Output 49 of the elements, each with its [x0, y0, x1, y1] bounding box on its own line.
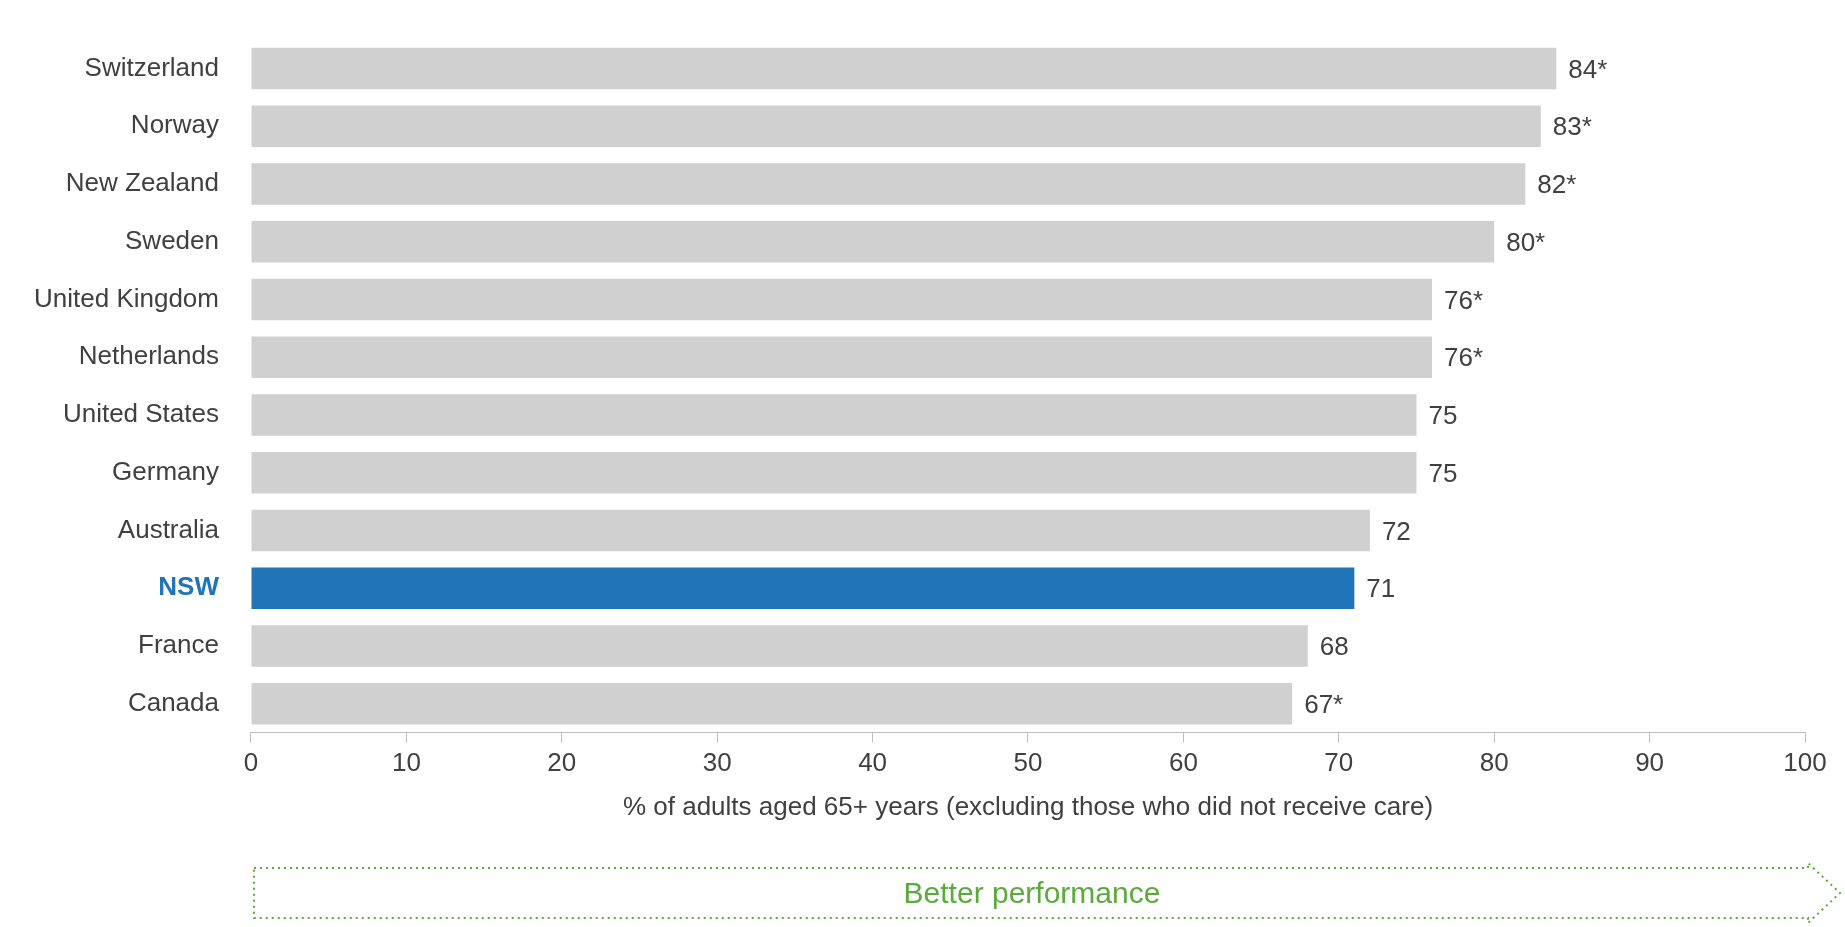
- x-tick-label: 10: [391, 747, 421, 778]
- bar: [251, 509, 1370, 552]
- y-tick-label: Switzerland: [84, 51, 219, 82]
- x-tick-label: 60: [1168, 747, 1198, 778]
- y-tick-label: New Zealand: [65, 167, 219, 198]
- data-label: 68: [1319, 631, 1349, 662]
- y-tick-label: Norway: [130, 109, 219, 140]
- data-label: 84*: [1568, 53, 1608, 84]
- bar: [251, 567, 1355, 610]
- y-tick-label: Netherlands: [78, 340, 219, 371]
- data-label: 80*: [1506, 226, 1546, 257]
- bar: [251, 625, 1308, 667]
- bar: [251, 220, 1495, 263]
- data-label: 75: [1428, 457, 1458, 488]
- x-tick-label: 70: [1324, 747, 1354, 778]
- y-tick-label: NSW: [158, 571, 220, 602]
- bar: [251, 105, 1541, 148]
- data-label: 67*: [1304, 688, 1344, 719]
- x-tick-label: 30: [702, 747, 732, 778]
- bar: [251, 682, 1293, 725]
- x-tick-label: 20: [547, 747, 577, 778]
- y-tick-label: Sweden: [125, 224, 219, 255]
- x-tick-label: 80: [1479, 747, 1509, 778]
- x-tick-label: 50: [1013, 747, 1043, 778]
- bar: [251, 47, 1557, 90]
- y-tick-label: United States: [62, 398, 219, 429]
- bar: [251, 451, 1417, 494]
- x-tick-label: 0: [243, 747, 259, 778]
- y-tick-label: Canada: [127, 686, 220, 717]
- x-tick-label: 40: [858, 747, 888, 778]
- data-label: 76*: [1444, 342, 1484, 373]
- bar: [251, 336, 1433, 379]
- data-label: 76*: [1444, 284, 1484, 315]
- y-tick-label: Australia: [117, 513, 220, 544]
- y-tick-label: France: [138, 629, 219, 660]
- data-label: 71: [1366, 573, 1396, 604]
- x-tick-label: 100: [1783, 747, 1827, 778]
- bar: [251, 394, 1417, 436]
- data-label: 75: [1428, 400, 1458, 431]
- text: Better performance: [902, 875, 1162, 911]
- y-tick-label: United Kingdom: [34, 282, 219, 313]
- data-label: 83*: [1552, 111, 1592, 142]
- y-tick-label: Germany: [112, 455, 219, 486]
- data-label: 72: [1381, 515, 1411, 546]
- bar: [251, 163, 1526, 205]
- bar: [251, 278, 1433, 321]
- x-axis-title: % of adults aged 65+ years (excluding those who did not receive care): [622, 790, 1434, 821]
- x-tick-label: 90: [1635, 747, 1665, 778]
- data-label: 82*: [1537, 169, 1577, 200]
